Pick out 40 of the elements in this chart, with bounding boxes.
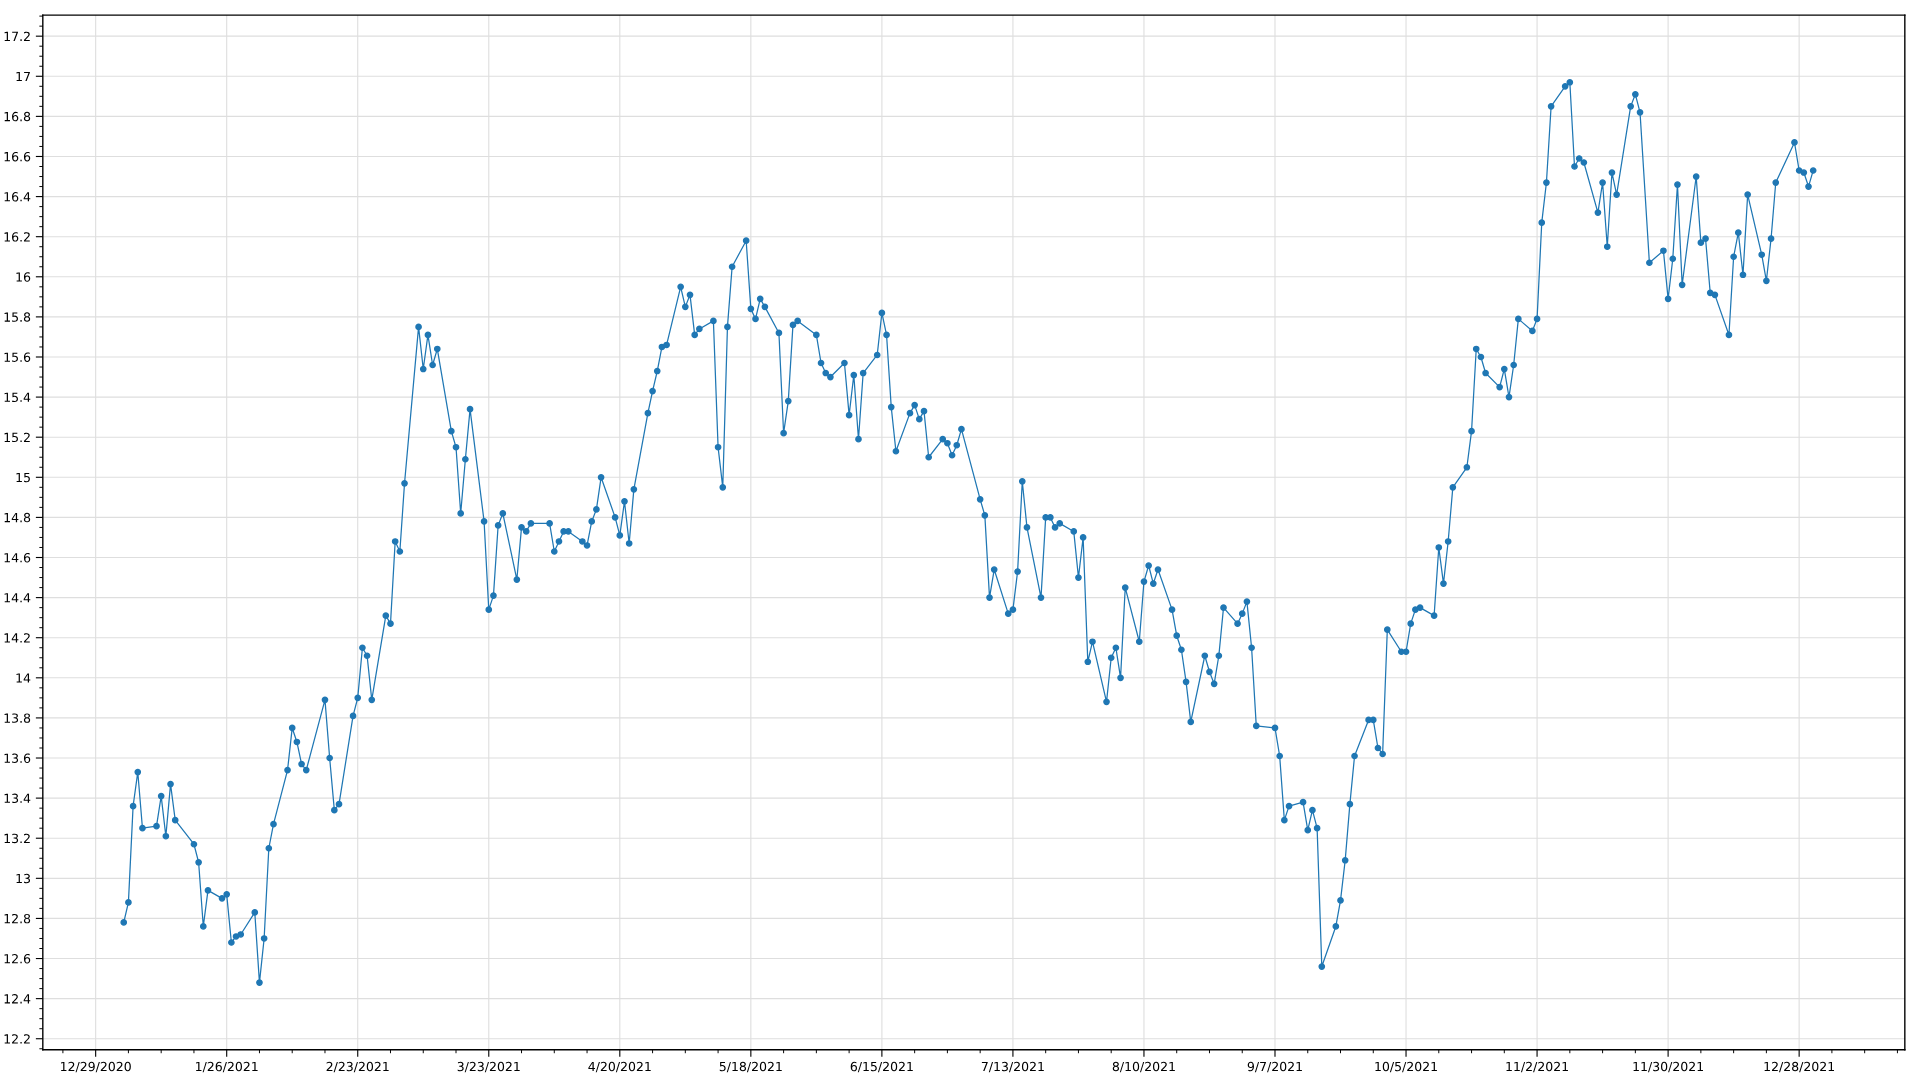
y-tick-label: 15.4 — [4, 392, 31, 403]
x-tick-label: 9/7/2021 — [1247, 1061, 1302, 1073]
y-tick-label: 16 — [16, 272, 31, 282]
x-tick-label: 11/30/2021 — [1633, 1061, 1703, 1073]
y-tick-label: 15.6 — [4, 352, 31, 362]
x-tick-label: 3/23/2021 — [457, 1061, 520, 1073]
x-tick-label: 4/20/2021 — [588, 1061, 651, 1073]
y-tick-label: 13.6 — [4, 753, 31, 763]
y-tick-label: 13.4 — [4, 793, 31, 804]
y-tick-label: 16.4 — [4, 192, 31, 202]
y-tick-label: 14 — [16, 673, 31, 683]
x-tick-label: 12/28/2021 — [1764, 1061, 1835, 1073]
y-tick-label: 17.2 — [4, 31, 30, 41]
y-tick-label: 12.8 — [4, 913, 31, 924]
x-tick-label: 8/10/2021 — [1112, 1061, 1175, 1073]
y-tick-label: 14.8 — [4, 512, 31, 523]
y-tick-label: 14.2 — [4, 633, 30, 643]
x-tick-label: 6/15/2021 — [850, 1061, 913, 1073]
x-tick-label: 10/5/2021 — [1375, 1061, 1437, 1073]
x-tick-label: 1/26/2021 — [196, 1061, 258, 1073]
y-tick-label: 16.6 — [4, 151, 31, 162]
y-tick-label: 15 — [16, 472, 30, 483]
y-tick-label: 13 — [16, 873, 31, 884]
y-tick-label: 15.8 — [4, 312, 31, 322]
y-tick-label: 13.2 — [4, 833, 30, 844]
y-tick-label: 16.2 — [4, 232, 30, 242]
y-tick-label: 14.6 — [4, 552, 31, 563]
y-tick-label: 14.4 — [4, 593, 31, 603]
x-tick-label: 12/29/2020 — [61, 1061, 131, 1073]
y-tick-label: 17 — [16, 71, 30, 82]
y-tick-label: 12.2 — [4, 1034, 30, 1044]
x-tick-label: 2/23/2021 — [326, 1061, 389, 1073]
y-tick-label: 12.6 — [4, 954, 31, 964]
x-tick-label: 5/18/2021 — [719, 1061, 782, 1073]
x-tick-label: 11/2/2021 — [1506, 1061, 1568, 1073]
x-tick-label: 7/13/2021 — [981, 1061, 1044, 1073]
y-tick-label: 15.2 — [4, 432, 30, 443]
y-tick-label: 12.4 — [4, 994, 31, 1004]
y-tick-label: 16.8 — [4, 111, 31, 122]
y-tick-label: 13.8 — [4, 713, 31, 723]
